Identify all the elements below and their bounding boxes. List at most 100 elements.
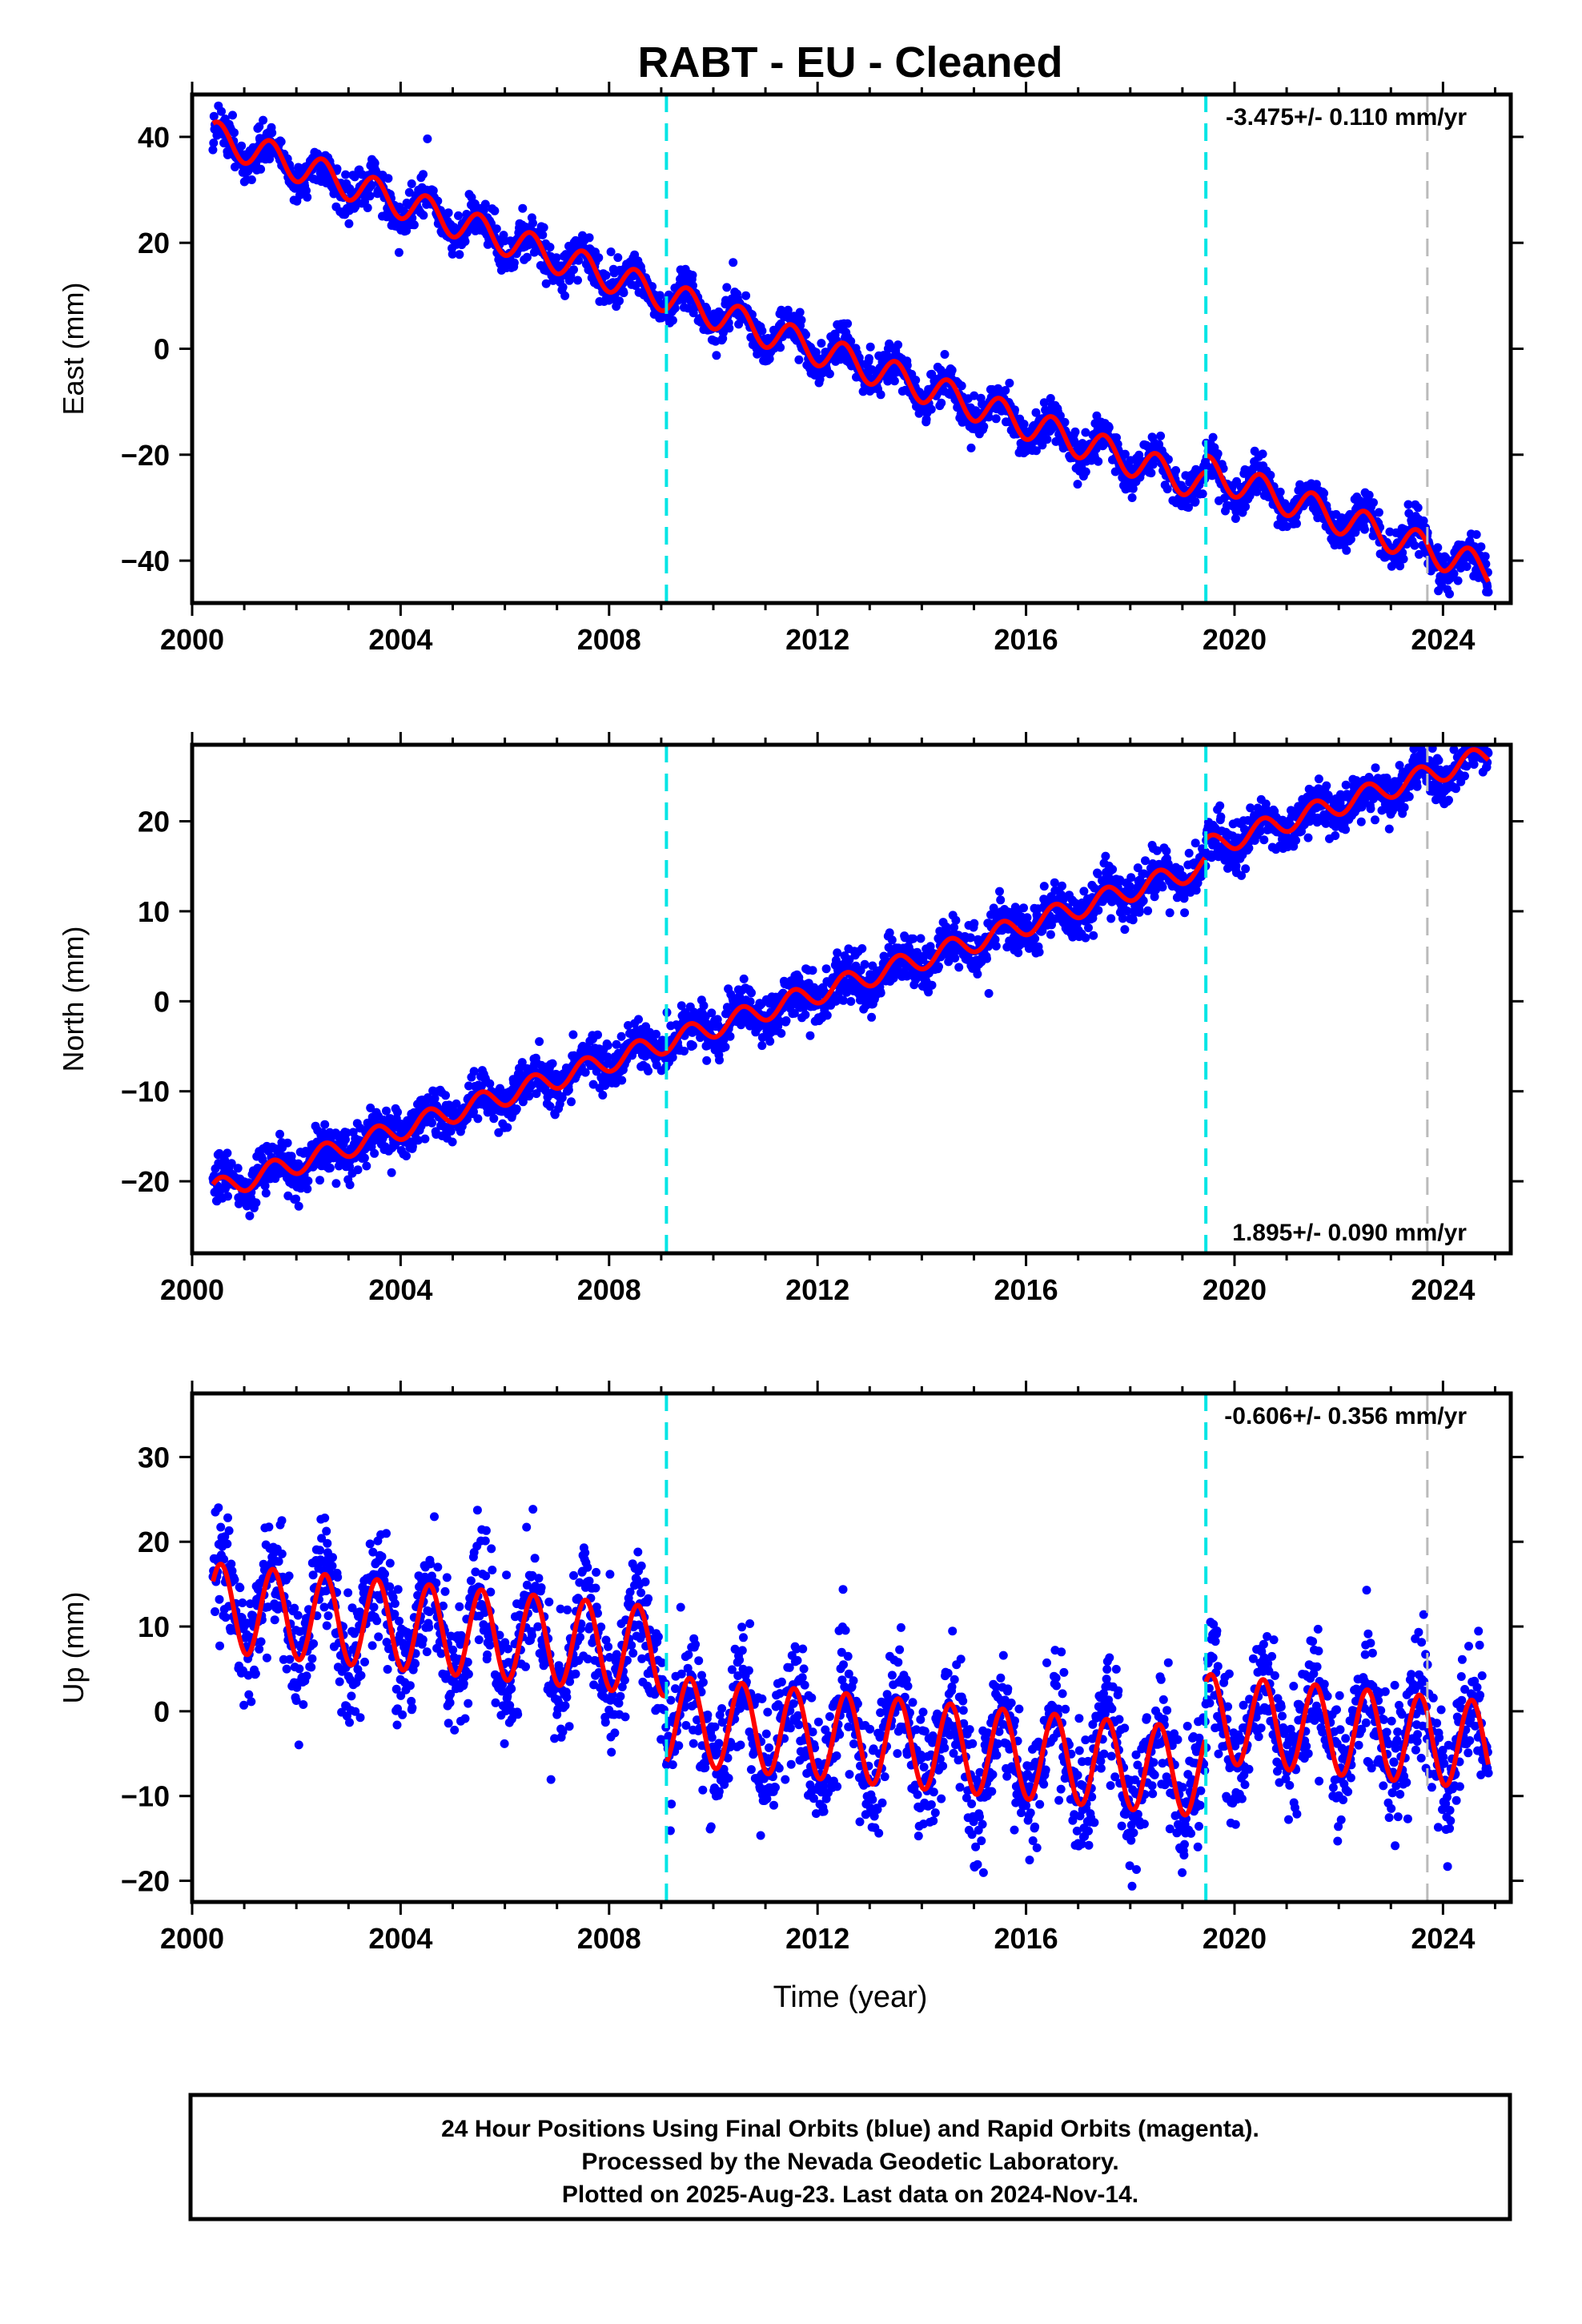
data-point — [1480, 552, 1490, 561]
data-point — [1433, 543, 1443, 553]
data-point — [979, 422, 989, 432]
data-point — [1005, 378, 1014, 388]
data-point — [574, 255, 584, 265]
data-point — [950, 953, 960, 963]
data-point — [821, 964, 831, 974]
data-point — [303, 1176, 313, 1186]
y-tick-label: 20 — [138, 227, 170, 259]
data-point — [255, 122, 264, 131]
x-tick-label: 2024 — [1411, 623, 1475, 656]
data-point — [208, 145, 218, 155]
data-point — [1031, 446, 1041, 456]
plot-area — [208, 101, 1493, 599]
data-point — [1094, 456, 1103, 466]
data-point — [887, 935, 897, 945]
data-point — [217, 107, 226, 116]
data-point — [860, 959, 869, 969]
data-point — [1191, 497, 1200, 506]
data-point — [1046, 394, 1055, 403]
data-point — [839, 995, 848, 1005]
data-point — [1364, 490, 1374, 500]
data-point — [1001, 386, 1010, 395]
data-point — [937, 398, 946, 408]
data-point — [1034, 947, 1044, 957]
x-tick-label: 2016 — [994, 623, 1058, 656]
data-point — [1322, 781, 1331, 790]
data-point — [982, 954, 991, 963]
data-point — [237, 141, 247, 151]
data-point — [739, 974, 749, 983]
data-point — [492, 224, 501, 234]
data-point — [251, 1198, 261, 1208]
data-point — [973, 969, 982, 979]
data-point — [325, 1164, 335, 1172]
data-point — [699, 1001, 709, 1011]
data-point — [951, 915, 961, 925]
data-point — [617, 1076, 627, 1085]
data-point — [634, 1015, 643, 1024]
data-point — [1399, 554, 1408, 564]
data-point — [363, 203, 372, 212]
data-point — [688, 271, 697, 280]
data-point — [805, 1031, 815, 1040]
data-point — [1374, 508, 1383, 517]
data-point — [1010, 405, 1019, 415]
data-point — [801, 1010, 810, 1019]
data-point — [568, 1030, 578, 1039]
data-point — [1128, 915, 1138, 925]
data-point — [1128, 484, 1138, 493]
data-point — [394, 247, 404, 257]
data-point — [1163, 455, 1173, 464]
data-point — [916, 934, 926, 943]
data-point — [423, 134, 432, 143]
data-point — [995, 887, 1004, 896]
data-point — [332, 164, 342, 174]
data-point — [448, 1137, 457, 1147]
data-point — [538, 230, 548, 239]
data-point — [934, 962, 943, 971]
data-point — [1079, 887, 1089, 896]
data-point — [454, 211, 463, 220]
data-point — [528, 219, 537, 228]
data-point — [485, 1079, 495, 1088]
data-point — [420, 1134, 430, 1144]
data-point — [370, 1148, 379, 1158]
data-point — [359, 1153, 369, 1163]
data-point — [267, 128, 277, 138]
data-point — [1261, 799, 1271, 809]
data-point — [594, 253, 604, 263]
data-point — [370, 159, 379, 168]
data-point — [256, 164, 266, 174]
data-point — [808, 966, 817, 975]
data-point — [1410, 541, 1419, 550]
data-point — [957, 381, 966, 391]
data-point — [765, 1036, 775, 1046]
data-point — [558, 283, 568, 292]
data-point — [927, 980, 937, 990]
data-point — [209, 139, 219, 147]
data-point — [402, 1152, 411, 1160]
data-point — [655, 291, 665, 300]
data-point — [794, 355, 804, 364]
data-point — [350, 172, 359, 182]
data-point — [402, 226, 412, 235]
data-point — [902, 360, 912, 370]
x-tick-label: 2000 — [160, 623, 224, 656]
data-point — [560, 291, 570, 300]
data-point — [409, 220, 419, 230]
data-point — [473, 1114, 483, 1124]
data-point — [1094, 906, 1103, 915]
data-point — [209, 111, 219, 121]
data-point — [865, 342, 875, 352]
data-point — [1453, 576, 1463, 585]
data-point — [757, 1041, 767, 1051]
data-point — [245, 1211, 255, 1220]
data-point — [991, 414, 1001, 424]
data-point — [407, 179, 416, 188]
data-point — [261, 1188, 271, 1198]
data-point — [387, 1168, 396, 1177]
data-point — [1148, 460, 1158, 469]
data-point — [1360, 525, 1369, 534]
x-tick-label: 2020 — [1203, 623, 1267, 656]
data-point — [722, 283, 732, 292]
